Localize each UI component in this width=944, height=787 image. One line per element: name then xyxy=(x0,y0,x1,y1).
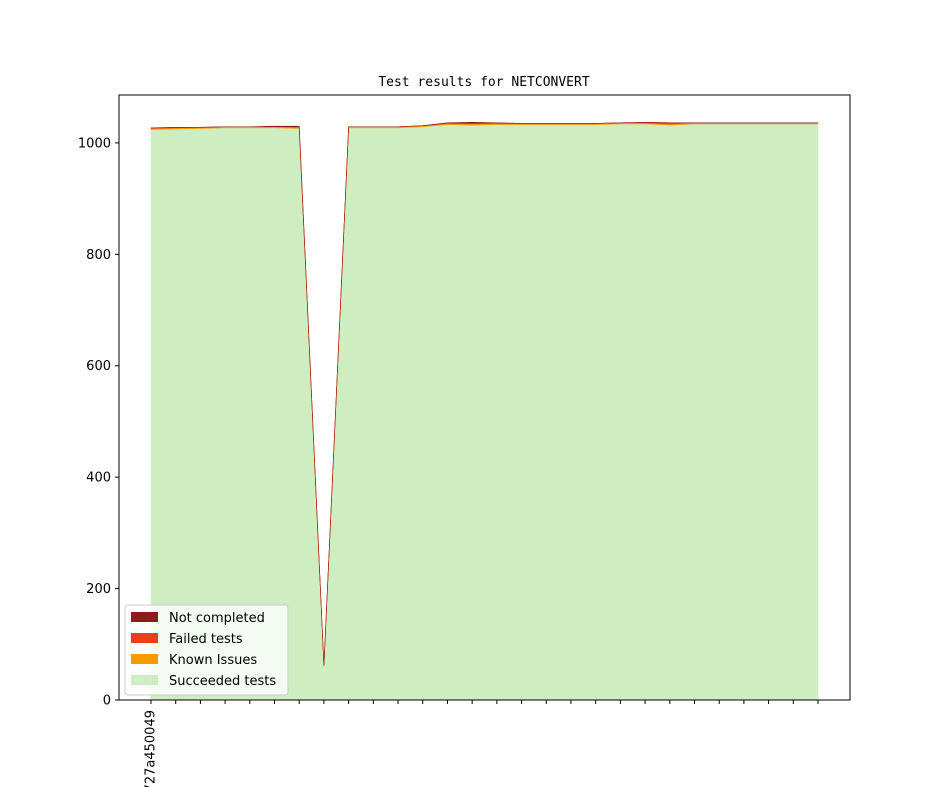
y-tick-label: 1000 xyxy=(78,136,111,151)
legend-swatch xyxy=(131,675,158,685)
area xyxy=(150,121,818,666)
legend-label: Failed tests xyxy=(169,632,243,647)
plot-frame xyxy=(118,94,851,701)
y-tick-label: 0 xyxy=(103,694,111,709)
legend-box xyxy=(124,604,289,696)
legend-swatch xyxy=(131,654,158,664)
y-tick-label: 200 xyxy=(86,582,111,597)
legend-label: Known Issues xyxy=(169,653,257,668)
legend-swatch xyxy=(131,633,158,643)
legend-label: Succeeded tests xyxy=(169,674,276,689)
chart-title: Test results for NETCONVERT xyxy=(378,75,589,90)
legend-label: Not completed xyxy=(169,611,265,626)
y-tick-label: 400 xyxy=(86,471,111,486)
y-tick-label: 600 xyxy=(86,359,111,374)
y-tick-label: 800 xyxy=(86,248,111,263)
legend-swatch xyxy=(131,612,158,622)
x-tick-label: 13-727a450049 xyxy=(144,710,159,787)
